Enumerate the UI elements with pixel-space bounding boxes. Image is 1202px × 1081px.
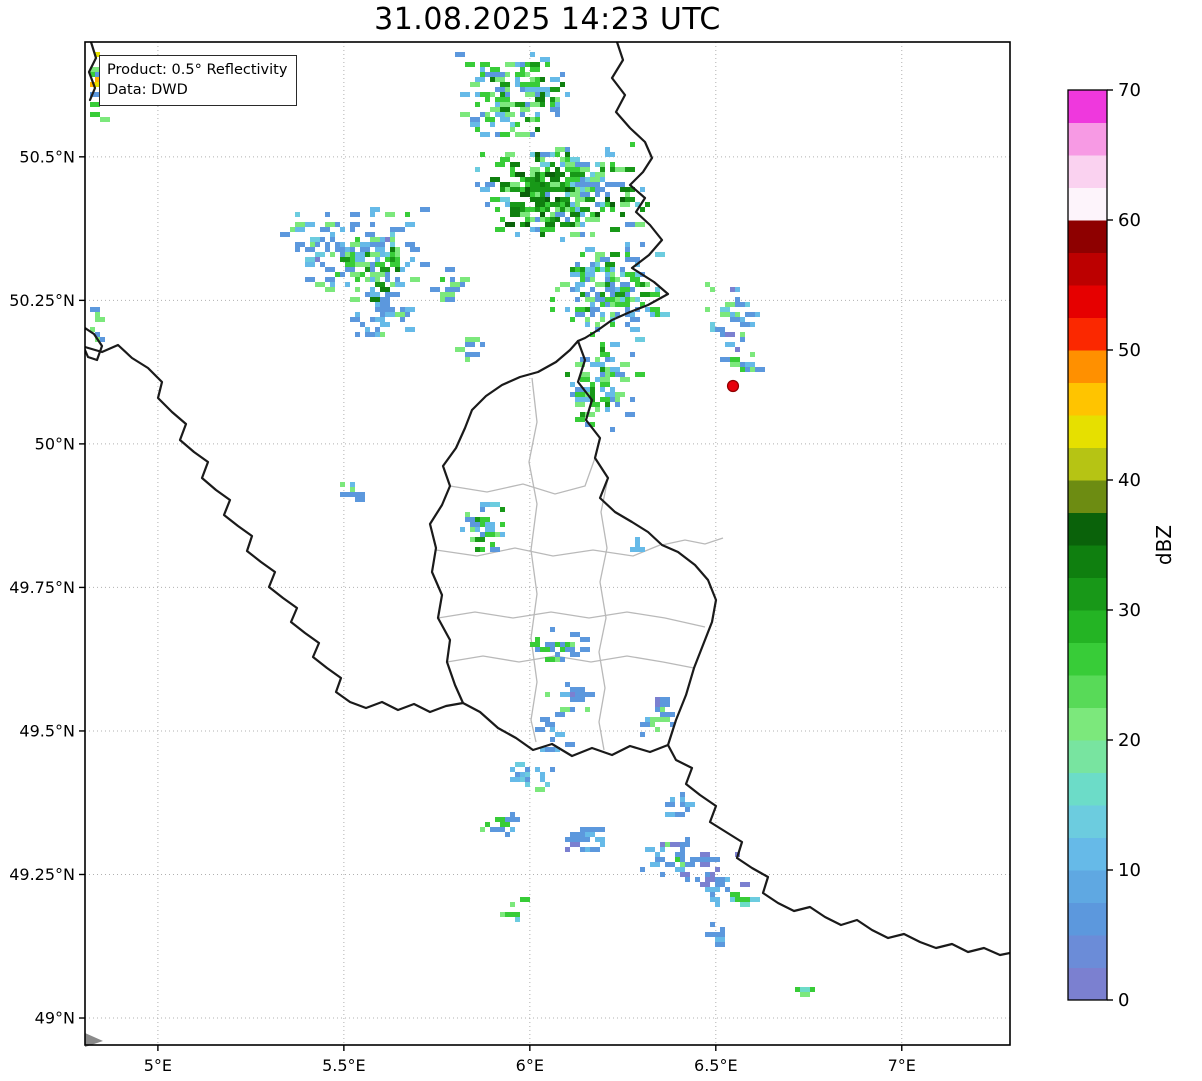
- x-tick-label: 5.5°E: [322, 1056, 366, 1075]
- colorbar-band: [1068, 935, 1107, 968]
- colorbar-band: [1068, 187, 1107, 221]
- colorbar-band: [1068, 480, 1107, 513]
- product-label: Product: 0.5° Reflectivity: [107, 62, 288, 78]
- y-tick-label: 49.5°N: [19, 721, 75, 740]
- radar-echo-layer: [90, 52, 815, 997]
- colorbar-band: [1068, 285, 1107, 318]
- colorbar-band: [1068, 317, 1107, 351]
- colorbar-band: [1068, 350, 1107, 383]
- colorbar-band: [1068, 447, 1107, 481]
- map-area: [84, 41, 1011, 1047]
- colorbar-band: [1068, 805, 1107, 838]
- colorbar-band: [1068, 220, 1107, 253]
- colorbar-band: [1068, 382, 1107, 416]
- y-tick-label: 50.25°N: [9, 291, 75, 310]
- colorbar-band: [1068, 772, 1107, 806]
- colorbar-band: [1068, 577, 1107, 611]
- admin-borders-layer: [435, 377, 724, 751]
- y-tick-label: 50°N: [35, 434, 75, 453]
- colorbar-band: [1068, 837, 1107, 871]
- colorbar-band: [1068, 707, 1107, 741]
- y-tick-label: 49.75°N: [9, 578, 75, 597]
- colorbar-band: [1068, 545, 1107, 578]
- x-tick-label: 5°E: [144, 1056, 172, 1075]
- country-borders-layer: [85, 42, 1010, 957]
- corner-mark: [85, 1033, 103, 1047]
- colorbar-band: [1068, 512, 1107, 546]
- y-tick-label: 49.25°N: [9, 865, 75, 884]
- x-tick-label: 6°E: [516, 1056, 544, 1075]
- colorbar-band: [1068, 675, 1107, 708]
- colorbar-band: [1068, 902, 1107, 936]
- colorbar-tick-label: 30: [1118, 600, 1141, 621]
- x-tick-label: 6.5°E: [694, 1056, 738, 1075]
- colorbar-band: [1068, 415, 1107, 448]
- colorbar-band: [1068, 870, 1107, 903]
- colorbar-band: [1068, 967, 1107, 1001]
- colorbar-tick-label: 20: [1118, 730, 1141, 751]
- y-tick-label: 50.5°N: [19, 147, 75, 166]
- colorbar-tick-label: 10: [1118, 860, 1141, 881]
- colorbar-band: [1068, 252, 1107, 286]
- info-box: Product: 0.5° Reflectivity Data: DWD: [99, 55, 298, 106]
- colorbar-tick-label: 60: [1118, 210, 1141, 231]
- y-axis: 50.5°N 50.25°N 50°N 49.75°N 49.5°N 49.25°N 49°…: [9, 147, 85, 1028]
- colorbar-tick-label: 70: [1118, 80, 1141, 101]
- data-source-label: Data: DWD: [107, 82, 188, 98]
- colorbar-tick-label: 40: [1118, 470, 1141, 491]
- x-tick-label: 7°E: [888, 1056, 916, 1075]
- colorbar-band: [1068, 610, 1107, 643]
- colorbar-band: [1068, 642, 1107, 676]
- colorbar-frame: [1067, 89, 1108, 1001]
- colorbar-band: [1068, 122, 1107, 156]
- colorbar-unit-label: dBZ: [1152, 525, 1176, 565]
- colorbar-band: [1068, 90, 1107, 123]
- colorbar-band: [1068, 740, 1107, 773]
- colorbar-band: [1068, 155, 1107, 188]
- y-tick-label: 49°N: [35, 1009, 75, 1028]
- station-marker: [726, 379, 740, 393]
- colorbar-tick-label: 50: [1118, 340, 1141, 361]
- colorbar-tick-label: 0: [1118, 990, 1129, 1011]
- colorbar: 0 10 20 30 40 50 60 70 dBZ: [1067, 80, 1176, 1011]
- figure-title: 31.08.2025 14:23 UTC: [374, 2, 721, 37]
- x-axis: 5°E 5.5°E 6°E 6.5°E 7°E: [144, 1045, 916, 1075]
- map-frame: [84, 41, 1011, 1046]
